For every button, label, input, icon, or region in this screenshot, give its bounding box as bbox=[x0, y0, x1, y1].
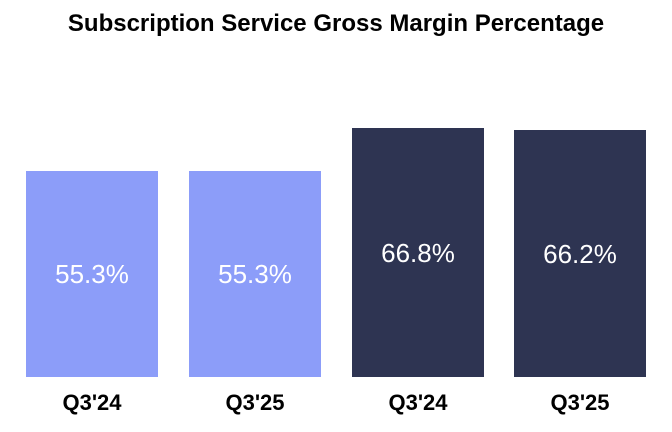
bar-q325-light: 55.3% bbox=[189, 171, 321, 377]
bar-group-1: 55.3% Q3'24 bbox=[26, 0, 158, 432]
bar-value-label: 55.3% bbox=[218, 259, 292, 289]
x-axis-label: Q3'25 bbox=[550, 390, 610, 415]
bar-q324-dark: 66.8% bbox=[352, 128, 484, 377]
bar-group-4: 66.2% Q3'25 bbox=[514, 0, 646, 432]
bar-q324-light: 55.3% bbox=[26, 171, 158, 377]
chart-title: Subscription Service Gross Margin Percen… bbox=[67, 10, 605, 37]
x-axis-label: Q3'24 bbox=[388, 390, 448, 415]
x-axis-label: Q3'24 bbox=[62, 390, 122, 415]
bar-q325-dark: 66.2% bbox=[514, 130, 646, 377]
bar-group-3: 66.8% Q3'24 bbox=[352, 0, 484, 432]
bar-group-2: 55.3% Q3'25 bbox=[189, 0, 321, 432]
bar-value-label: 66.8% bbox=[381, 237, 455, 268]
bar-value-label: 66.2% bbox=[543, 238, 617, 269]
x-axis-label: Q3'25 bbox=[225, 390, 285, 415]
bar-value-label: 55.3% bbox=[55, 259, 129, 289]
